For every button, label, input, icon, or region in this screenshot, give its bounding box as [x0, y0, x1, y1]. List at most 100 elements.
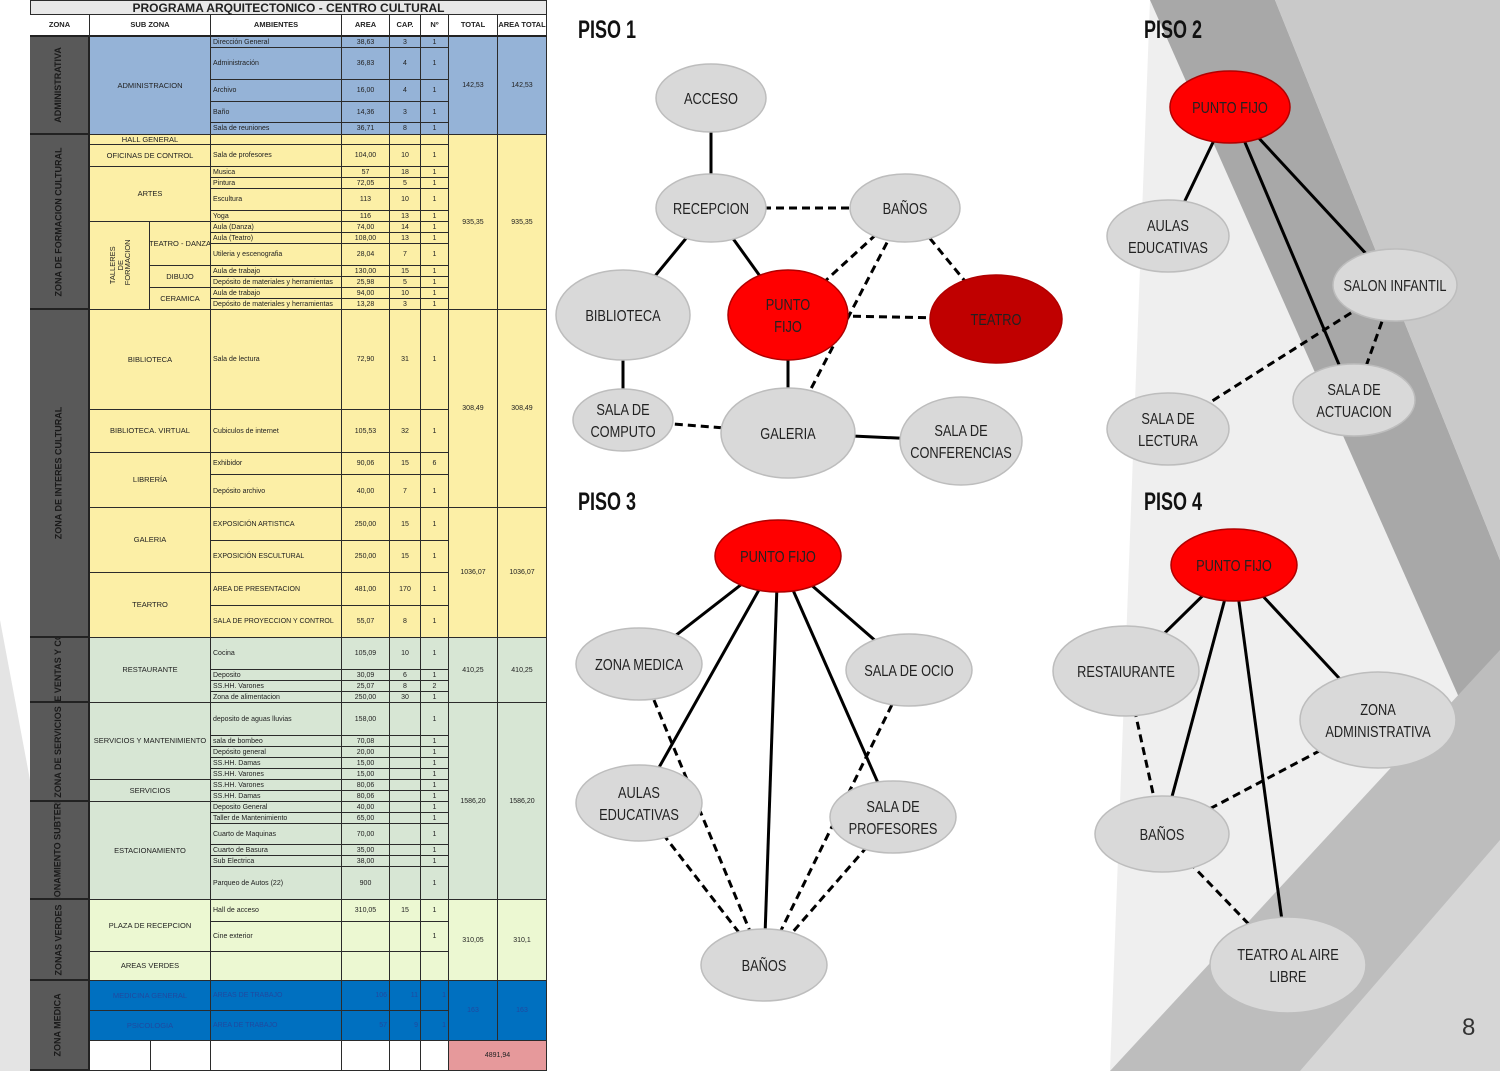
subzone-cell: BIBLIOTECA [90, 310, 211, 410]
node-recepcion[interactable]: RECEPCION [655, 173, 767, 243]
node-banos[interactable]: BAÑOS [700, 928, 828, 1002]
room-name: AREAS DE TRABAJO [211, 981, 342, 1011]
room-name: Depósito de materiales y herramientas [211, 299, 342, 310]
room-count: 6 [421, 453, 449, 475]
node-banos[interactable]: BAÑOS [849, 173, 961, 243]
node-label: SALA DE OCIO [864, 663, 954, 681]
subzone-cell: AREAS VERDES [90, 952, 211, 981]
node-label: ZONA MEDICA [595, 657, 683, 675]
node-label: PUNTO FIJO [740, 549, 816, 567]
subzone-group-cell: TALLERES DE FORMACION [90, 222, 150, 310]
room-capacity [390, 703, 421, 736]
zone-area-total: 1036,07 [498, 508, 547, 638]
node-ellipse [720, 387, 856, 479]
subzone-cell: TEARTRO [90, 573, 211, 638]
room-area: 57 [342, 1011, 390, 1041]
node-prof[interactable]: SALA DE PROFESORES [829, 780, 957, 854]
subzone-cell: HALL GENERAL [90, 135, 211, 145]
node-label: LIBRE [1270, 969, 1307, 987]
node-aulas[interactable]: AULAS EDUCATIVAS [575, 764, 703, 842]
room-area: 35,00 [342, 845, 390, 856]
node-ellipse [714, 519, 842, 593]
room-name: Cine exterior [211, 922, 342, 952]
node-label: ADMINISTRATIVA [1325, 724, 1431, 742]
node-ellipse [849, 173, 961, 243]
room-area: 70,08 [342, 736, 390, 747]
room-name: AREA DE PRESENTACION [211, 573, 342, 606]
subzone-cell: PSICOLOGIA [90, 1011, 211, 1041]
node-ellipse [1332, 248, 1458, 322]
node-pf[interactable]: PUNTO FIJO [727, 269, 849, 361]
room-capacity: 7 [390, 475, 421, 508]
floor-title: PISO 1 [578, 16, 636, 44]
node-lectura[interactable]: SALA DE LECTURA [1106, 392, 1230, 466]
node-ellipse [555, 269, 691, 361]
room-count: 1 [421, 410, 449, 453]
node-pf[interactable]: PUNTO FIJO [1170, 528, 1298, 602]
node-salon[interactable]: SALON INFANTIL [1332, 248, 1458, 322]
room-name: Dirección General [211, 37, 342, 48]
node-label: ZONA [1360, 702, 1396, 720]
zone-area-total: 310,1 [498, 900, 547, 981]
node-ocio[interactable]: SALA DE OCIO [845, 633, 973, 707]
node-teatro[interactable]: TEATRO AL AIRE LIBRE [1209, 916, 1367, 1014]
node-label: BIBLIOTECA [585, 308, 661, 326]
node-label: SALA DE [866, 799, 920, 817]
room-area: 90,06 [342, 453, 390, 475]
node-rest[interactable]: RESTAIURANTE [1052, 625, 1200, 717]
room-area: 25,98 [342, 277, 390, 288]
zone-cell: ZONA DE SERVICIOS [30, 703, 90, 802]
node-label: GALERIA [760, 426, 816, 444]
node-pf[interactable]: PUNTO FIJO [714, 519, 842, 593]
node-label: TEATRO AL AIRE [1237, 947, 1339, 965]
node-ellipse [655, 173, 767, 243]
zone-area-total: 308,49 [498, 310, 547, 508]
room-name: Sala de profesores [211, 145, 342, 167]
room-count: 1 [421, 48, 449, 80]
room-count: 1 [421, 288, 449, 299]
room-area: 105,53 [342, 410, 390, 453]
room-name: Sala de reuniones [211, 123, 342, 135]
node-label: BAÑOS [742, 957, 787, 976]
node-teatro[interactable]: TEATRO [929, 274, 1063, 364]
node-label: PROFESORES [849, 821, 938, 839]
room-count: 1 [421, 123, 449, 135]
node-actuacion[interactable]: SALA DE ACTUACION [1292, 363, 1416, 437]
node-admin[interactable]: ZONA ADMINISTRATIVA [1299, 671, 1457, 769]
room-capacity: 3 [390, 102, 421, 123]
room-capacity: 8 [390, 606, 421, 638]
node-aulas[interactable]: AULAS EDUCATIVAS [1106, 199, 1230, 273]
zone-total: 935,35 [449, 135, 498, 310]
node-label: AULAS [1147, 218, 1189, 236]
node-computo[interactable]: SALA DE COMPUTO [572, 388, 674, 452]
node-label: BAÑOS [1140, 826, 1185, 845]
room-count: 1 [421, 299, 449, 310]
dashed-connection-line [762, 669, 911, 966]
room-count: 1 [421, 922, 449, 952]
node-galeria[interactable]: GALERIA [720, 387, 856, 479]
room-count: 1 [421, 856, 449, 867]
floor-4-diagram: PISO 4 PUNTO FIJO RESTAIURANTE ZONA ADMINIST… [1052, 488, 1457, 1014]
room-name: Deposito [211, 670, 342, 681]
room-area: 80,06 [342, 791, 390, 802]
node-biblioteca[interactable]: BIBLIOTECA [555, 269, 691, 361]
node-ellipse [1209, 916, 1367, 1014]
room-count: 1 [421, 222, 449, 233]
node-label: RESTAIURANTE [1077, 664, 1175, 682]
room-name: EXPOSICIÓN ARTISTICA [211, 508, 342, 541]
subzone-cell: PLAZA DE RECEPCION [90, 900, 211, 952]
room-count: 1 [421, 541, 449, 573]
room-count: 1 [421, 475, 449, 508]
zone-area-total: 142,53 [498, 37, 547, 135]
node-acceso[interactable]: ACCESO [655, 63, 767, 133]
node-pf[interactable]: PUNTO FIJO [1169, 70, 1291, 144]
node-ellipse [845, 633, 973, 707]
room-count: 1 [421, 824, 449, 845]
room-name: Sub Electrica [211, 856, 342, 867]
node-medica[interactable]: ZONA MEDICA [575, 627, 703, 701]
node-conf[interactable]: SALA DE CONFERENCIAS [899, 396, 1023, 486]
room-capacity: 13 [390, 233, 421, 244]
room-area: 57 [342, 167, 390, 178]
node-banos[interactable]: BAÑOS [1094, 795, 1230, 873]
room-name: SS.HH. Damas [211, 791, 342, 802]
